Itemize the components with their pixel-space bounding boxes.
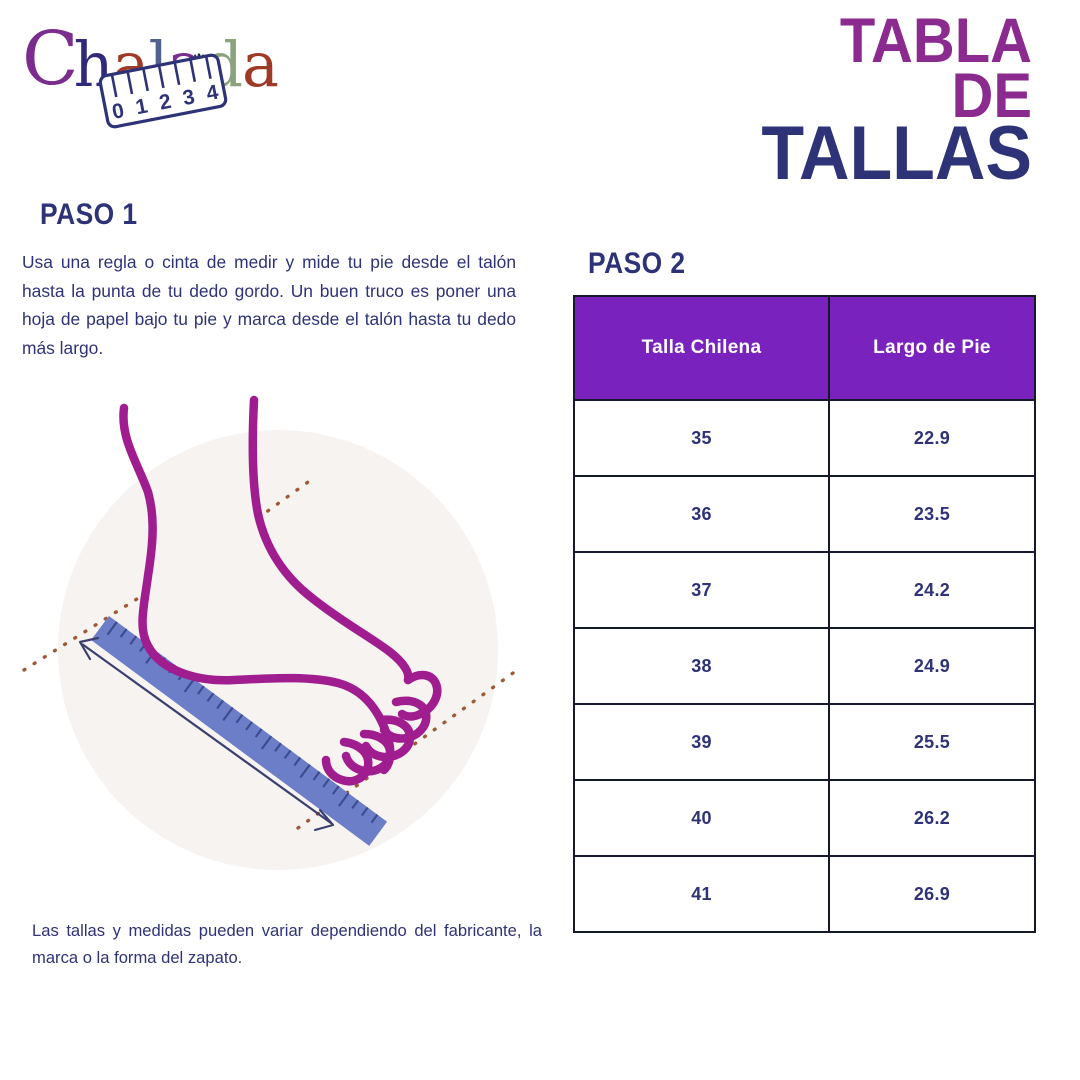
- table-row: 38 24.9: [573, 627, 1036, 705]
- cell-talla: 35: [573, 399, 830, 477]
- foot-outline: [119, 395, 442, 786]
- cell-largo: 26.9: [828, 855, 1036, 933]
- table-row: 37 24.2: [573, 551, 1036, 629]
- heel-guide-line: [22, 590, 150, 672]
- size-chart-table: Talla Chilena Largo de Pie 35 22.9 36 23…: [573, 295, 1036, 933]
- svg-text:1: 1: [134, 94, 150, 119]
- table-row: 40 26.2: [573, 779, 1036, 857]
- foot-measuring-illustration: [22, 395, 522, 870]
- step-1-heading: PASO 1: [40, 198, 138, 231]
- svg-text:2: 2: [157, 90, 173, 115]
- table-row: 36 23.5: [573, 475, 1036, 553]
- table-header-row: Talla Chilena Largo de Pie: [573, 295, 1036, 401]
- footnote-text: Las tallas y medidas pueden variar depen…: [32, 921, 542, 967]
- cell-talla: 40: [573, 779, 830, 857]
- cell-largo: 22.9: [828, 399, 1036, 477]
- page-title-line-1: TABLA DE: [839, 6, 1032, 132]
- ruler-badge-icon: 0 1 2 3 4: [98, 53, 228, 129]
- cell-talla: 36: [573, 475, 830, 553]
- page-title: TABLA DE TALLAS: [732, 6, 1032, 196]
- toe-guide-line: [296, 666, 522, 830]
- cell-talla: 38: [573, 627, 830, 705]
- step-2-heading: PASO 2: [588, 247, 686, 280]
- page-title-line-2: TALLAS: [761, 110, 1032, 196]
- cell-largo: 24.9: [828, 627, 1036, 705]
- measurement-arrow: [78, 636, 335, 832]
- cell-largo: 26.2: [828, 779, 1036, 857]
- column-header-largo-de-pie: Largo de Pie: [828, 295, 1036, 401]
- column-header-talla-chilena: Talla Chilena: [573, 295, 830, 401]
- svg-text:4: 4: [204, 81, 220, 106]
- logo-letter-a3: a: [242, 28, 279, 101]
- cell-largo: 23.5: [828, 475, 1036, 553]
- svg-text:3: 3: [181, 85, 197, 110]
- cell-talla: 37: [573, 551, 830, 629]
- cell-talla: 41: [573, 855, 830, 933]
- cell-largo: 24.2: [828, 551, 1036, 629]
- logo-letter-c: C: [22, 16, 79, 102]
- svg-text:0: 0: [110, 99, 126, 124]
- table-row: 41 26.9: [573, 855, 1036, 933]
- table-row: 39 25.5: [573, 703, 1036, 781]
- cell-talla: 39: [573, 703, 830, 781]
- table-row: 35 22.9: [573, 399, 1036, 477]
- cell-largo: 25.5: [828, 703, 1036, 781]
- step-1-body-text: Usa una regla o cinta de medir y mide tu…: [22, 252, 516, 358]
